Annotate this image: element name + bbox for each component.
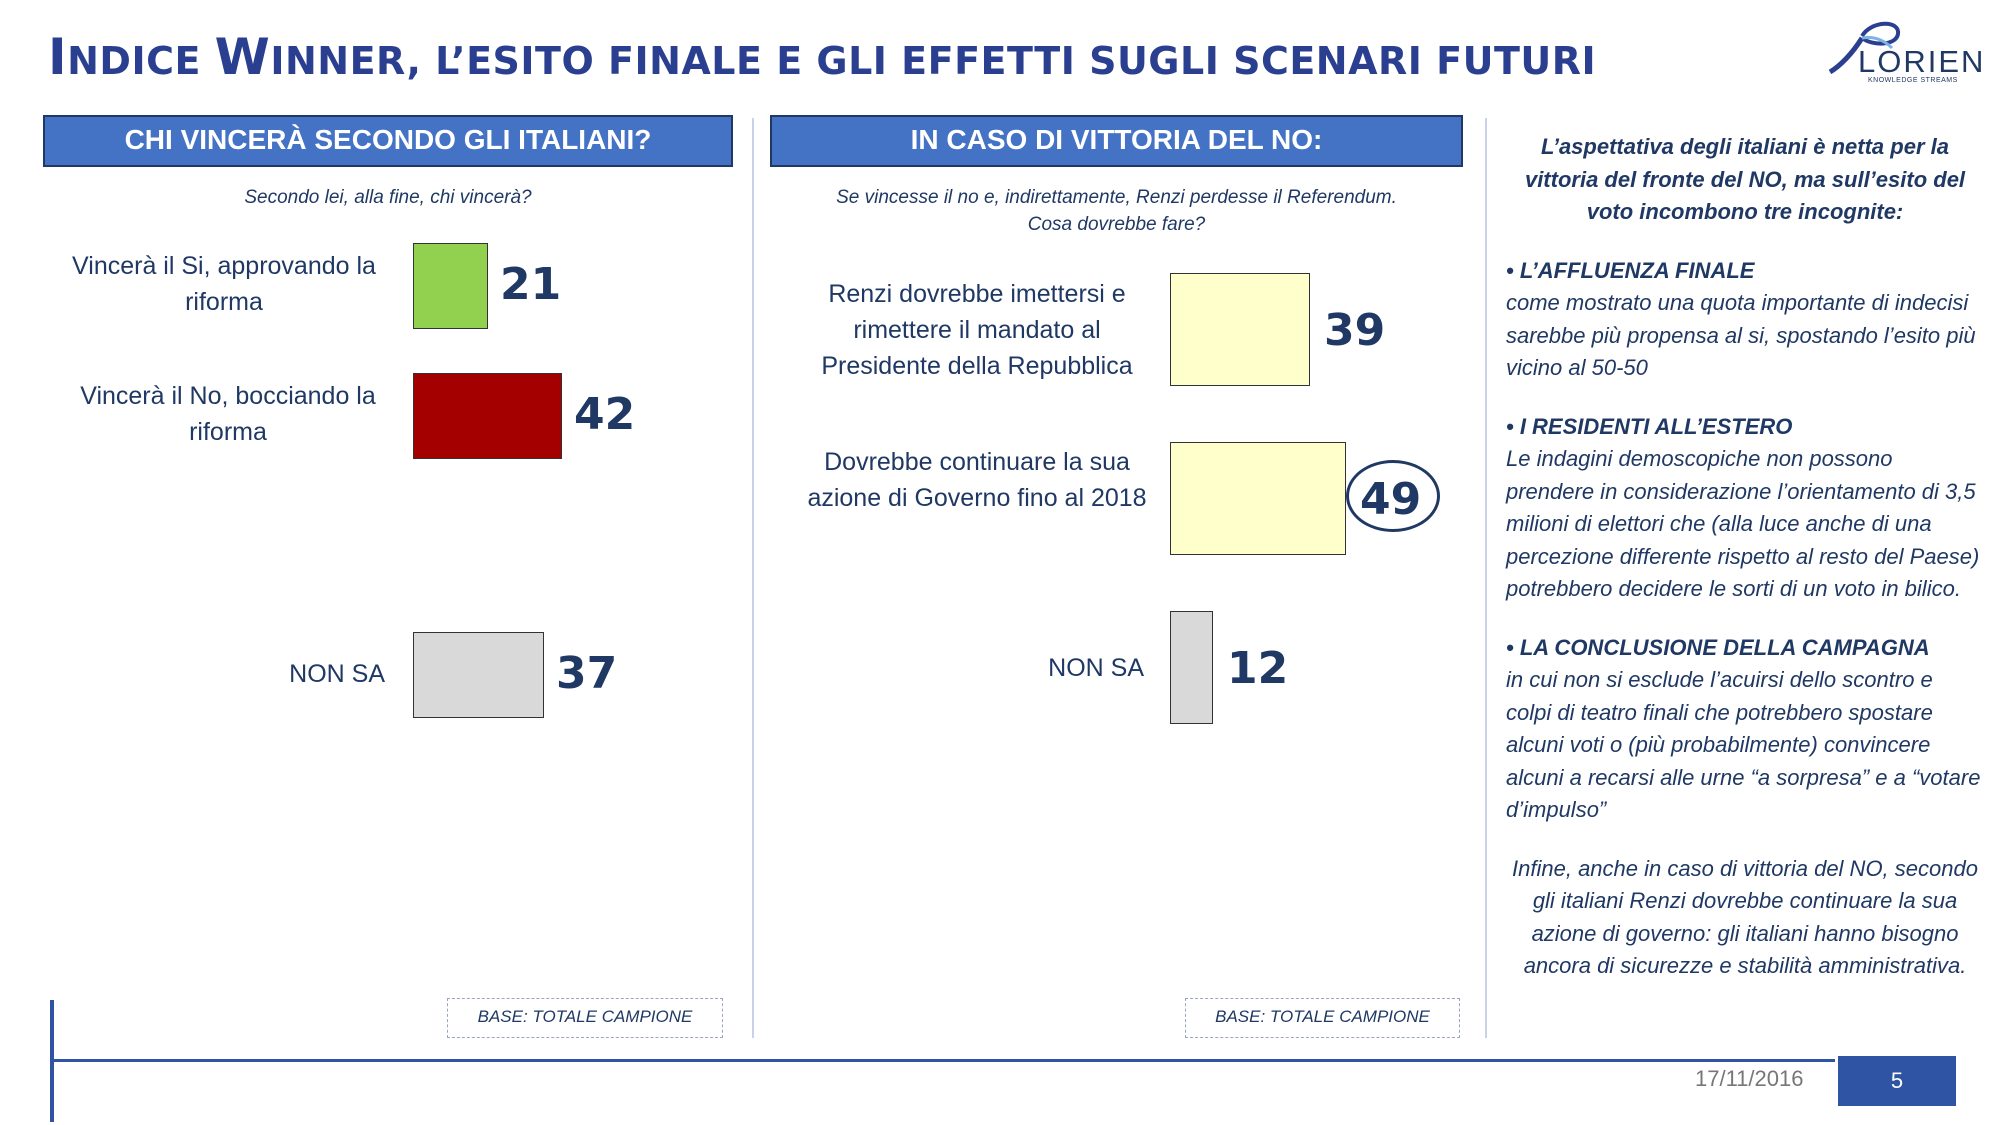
panel2-value-continuare: 49 bbox=[1360, 474, 1422, 525]
sidebar-text: L’aspettativa degli italiani è netta per… bbox=[1506, 131, 1984, 983]
panel1-label-no: Vincerà il No, bocciando la riforma bbox=[80, 382, 376, 446]
panel2-bar-dimissioni bbox=[1170, 273, 1310, 386]
panel2-label-dimissioni: Renzi dovrebbe imettersi e rimettere il … bbox=[821, 280, 1133, 380]
panel1-question: Secondo lei, alla fine, chi vincerà? bbox=[244, 187, 532, 208]
panel1-value-nonsa: 37 bbox=[556, 648, 618, 699]
sidebar-item-text: come mostrato una quota importante di in… bbox=[1506, 290, 1976, 380]
panel1-value-si: 21 bbox=[500, 259, 562, 310]
panel2-base-note: BASE: TOTALE CAMPIONE bbox=[1185, 998, 1460, 1038]
highlight-circle bbox=[1346, 460, 1440, 532]
page-title: INDICE WINNER, L’ESITO FINALE E GLI EFFE… bbox=[48, 28, 1597, 86]
panel1-value-no: 42 bbox=[574, 389, 636, 440]
panel2-bar-continuare bbox=[1170, 442, 1346, 555]
panel2-label-continuare: Dovrebbe continuare la sua azione di Gov… bbox=[807, 448, 1147, 512]
panel1-label-nonsa: NON SA bbox=[289, 660, 385, 688]
page-number: 5 bbox=[1838, 1056, 1956, 1106]
sidebar-item-heading: • L’AFFLUENZA FINALE bbox=[1506, 257, 1755, 283]
panel2-value-nonsa: 12 bbox=[1227, 643, 1289, 694]
panel1-base-note: BASE: TOTALE CAMPIONE bbox=[447, 998, 723, 1038]
panel2-question-line1: Se vincesse il no e, indirettamente, Ren… bbox=[836, 187, 1397, 208]
panel1-bar-no bbox=[413, 373, 562, 459]
sidebar-intro: L’aspettativa degli italiani è netta per… bbox=[1524, 134, 1966, 224]
separator-line bbox=[1485, 118, 1487, 1038]
panel2-value-dimissioni: 39 bbox=[1324, 305, 1386, 356]
footer-date: 17/11/2016 bbox=[1695, 1066, 1804, 1091]
panel1-label-si: Vincerà il Si, approvando la riforma bbox=[72, 252, 376, 316]
panel1-bar-nonsa bbox=[413, 632, 544, 718]
sidebar-closing: Infine, anche in caso di vittoria del NO… bbox=[1512, 855, 1978, 979]
panel2-question: Se vincesse il no e, indirettamente, Ren… bbox=[770, 184, 1463, 238]
logo-tagline: KNOWLEDGE STREAMS bbox=[1868, 77, 1958, 84]
panel2-question-line2: Cosa dovrebbe fare? bbox=[1027, 214, 1206, 235]
panel2-bar-nonsa bbox=[1170, 611, 1213, 724]
footer-rule bbox=[50, 1059, 1835, 1062]
panel2-header: IN CASO DI VITTORIA DEL NO: bbox=[770, 115, 1463, 167]
sidebar-item-heading: • I RESIDENTI ALL’ESTERO bbox=[1506, 413, 1793, 439]
separator-line bbox=[752, 118, 754, 1038]
logo-name: LORIEN bbox=[1858, 44, 1986, 79]
panel1-bar-si bbox=[413, 243, 488, 329]
sidebar-item-text: Le indagini demoscopiche non possono pre… bbox=[1506, 446, 1980, 601]
lorien-logo-icon bbox=[1828, 21, 1900, 75]
panel2-label-nonsa: NON SA bbox=[1048, 654, 1144, 682]
sidebar-item-text: in cui non si esclude l’acuirsi dello sc… bbox=[1506, 667, 1981, 822]
panel1-header: CHI VINCERÀ SECONDO GLI ITALIANI? bbox=[43, 115, 733, 167]
sidebar-item-heading: • LA CONCLUSIONE DELLA CAMPAGNA bbox=[1506, 634, 1930, 660]
